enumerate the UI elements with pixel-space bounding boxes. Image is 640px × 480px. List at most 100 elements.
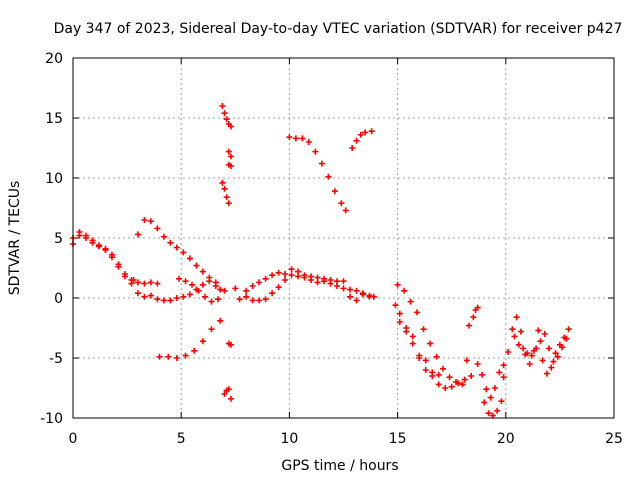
series-track-q (463, 304, 481, 364)
data-point (256, 279, 263, 286)
data-point (295, 273, 302, 280)
data-point (299, 135, 306, 142)
data-point (500, 362, 507, 369)
data-point (494, 407, 501, 414)
data-point (217, 286, 224, 293)
data-point (422, 367, 429, 373)
data-point (318, 160, 325, 167)
data-point (340, 285, 347, 292)
data-point (409, 340, 416, 347)
data-point (193, 262, 200, 269)
data-point (305, 139, 312, 145)
x-tick-label: 20 (497, 431, 515, 447)
data-point (511, 333, 518, 340)
data-point (513, 314, 520, 321)
data-point (236, 296, 243, 303)
data-point (435, 381, 442, 388)
data-point (349, 145, 356, 151)
data-point (481, 399, 488, 406)
data-point (459, 381, 466, 388)
data-point (173, 244, 180, 251)
data-point (528, 352, 535, 359)
data-point (82, 232, 89, 239)
data-point (321, 275, 328, 282)
data-point (227, 163, 234, 169)
data-point (327, 277, 334, 283)
data-point (186, 291, 193, 298)
data-point (353, 297, 360, 304)
data-point (221, 287, 228, 294)
y-tick-label: 10 (45, 171, 63, 187)
data-point (346, 286, 353, 293)
y-tick-label: 0 (54, 291, 63, 307)
data-point (180, 293, 187, 300)
data-point (483, 386, 490, 393)
data-point (548, 364, 555, 371)
data-point (422, 357, 429, 364)
data-point (173, 355, 180, 361)
data-point (401, 287, 408, 294)
data-point (219, 179, 226, 186)
series-track-c (130, 217, 219, 289)
data-point (353, 287, 360, 294)
data-point (325, 173, 332, 180)
data-point (134, 279, 141, 286)
data-point (550, 358, 557, 365)
data-point (154, 280, 161, 287)
data-point (565, 326, 572, 333)
data-point (500, 374, 507, 381)
data-point (95, 242, 102, 249)
data-point (504, 349, 511, 355)
data-point (288, 272, 295, 279)
data-point (182, 278, 189, 285)
data-point (396, 310, 403, 317)
data-point (535, 327, 542, 334)
data-point (554, 353, 561, 360)
data-point (191, 347, 198, 354)
data-point (463, 357, 470, 364)
series-track-l (286, 134, 349, 214)
data-point (342, 207, 349, 214)
data-point (115, 261, 122, 268)
data-point (275, 269, 282, 276)
data-point (448, 383, 455, 390)
data-point (461, 376, 468, 383)
data-point (243, 293, 250, 300)
series-track-f (219, 103, 234, 130)
data-point (221, 185, 228, 192)
x-tick-label: 15 (389, 431, 407, 447)
data-point (546, 345, 553, 352)
data-point (186, 255, 193, 262)
data-point (366, 293, 373, 300)
data-point (206, 274, 213, 281)
data-point (202, 293, 209, 300)
data-point (470, 314, 477, 321)
data-point (227, 153, 234, 160)
data-point (442, 385, 449, 391)
data-point (537, 338, 544, 345)
data-point (147, 292, 154, 299)
data-point (225, 148, 232, 155)
data-point (147, 218, 154, 225)
data-point (353, 137, 360, 144)
data-point (440, 365, 447, 372)
y-tick-label: 15 (45, 111, 63, 127)
data-point (121, 271, 128, 277)
plot-frame (72, 57, 615, 419)
data-point (453, 379, 460, 385)
data-point (227, 395, 234, 402)
x-tick-labels: 0 5 10 15 20 25 (69, 431, 623, 447)
data-point (396, 319, 403, 325)
data-point (89, 237, 96, 244)
data-point (227, 341, 234, 348)
series-track-n (392, 302, 475, 391)
data-point (498, 398, 505, 405)
data-point (223, 116, 230, 123)
data-point (182, 352, 189, 359)
grid (73, 58, 614, 418)
data-point (212, 283, 219, 289)
data-point (312, 148, 319, 155)
y-tick-labels: -10 -5 0 5 10 15 20 (40, 51, 63, 427)
series-track-d (176, 275, 228, 305)
data-point (314, 274, 321, 281)
